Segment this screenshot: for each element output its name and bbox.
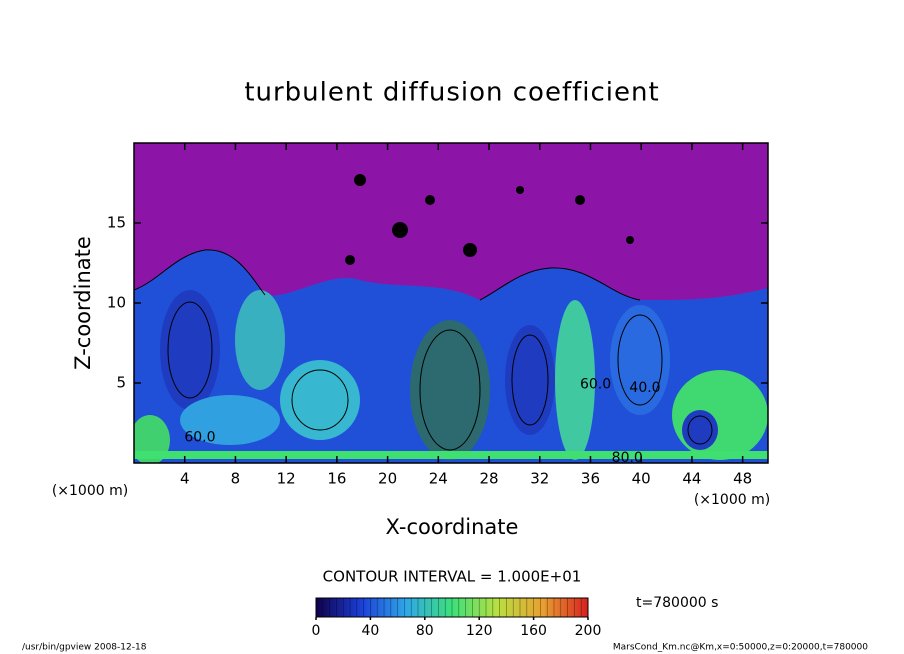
y-axis-label: Z-coordinate (71, 236, 95, 370)
time-label: t=780000 s (636, 595, 718, 611)
x-tick-label: 48 (733, 470, 752, 488)
footer-right: MarsCond_Km.nc@Km,x=0:50000,z=0:20000,t=… (613, 643, 868, 653)
contour-label: 80.0 (612, 450, 643, 466)
x-unit-label: (×1000 m) (52, 483, 128, 499)
footer-left: /usr/bin/gpview 2008-12-18 (22, 643, 147, 653)
y-tick-label: 15 (107, 214, 126, 232)
x-axis-label: X-coordinate (386, 515, 519, 539)
contour-label: 60.0 (184, 429, 215, 445)
contour-label: 40.0 (629, 380, 660, 396)
x-tick-label: 8 (231, 470, 241, 488)
x-tick-label: 28 (479, 470, 498, 488)
y-tick-label: 5 (116, 374, 126, 392)
x-tick-label: 20 (378, 470, 397, 488)
x-tick-label: 44 (682, 470, 701, 488)
x-tick-label: 40 (632, 470, 651, 488)
x-tick-label: 4 (180, 470, 190, 488)
contour-field (134, 143, 768, 463)
x-tick-label: 32 (530, 470, 549, 488)
colorbar-tick-label: 40 (361, 623, 379, 639)
colorbar-tick-label: 120 (466, 623, 493, 639)
colorbar-tick-label: 160 (520, 623, 547, 639)
x-unit-label: (×1000 m) (694, 492, 770, 508)
x-tick-label: 12 (277, 470, 296, 488)
colorbar-tick-label: 200 (575, 623, 602, 639)
x-tick-label: 36 (581, 470, 600, 488)
colorbar-tick-label: 80 (416, 623, 434, 639)
contour-interval: CONTOUR INTERVAL = 1.000E+01 (323, 568, 582, 586)
x-tick-label: 16 (327, 470, 346, 488)
chart-title: turbulent diffusion coefficient (244, 78, 659, 108)
contour-label: 60.0 (580, 377, 611, 393)
y-tick-label: 10 (107, 294, 126, 312)
x-tick-label: 24 (429, 470, 448, 488)
colorbar-tick-label: 0 (312, 623, 321, 639)
